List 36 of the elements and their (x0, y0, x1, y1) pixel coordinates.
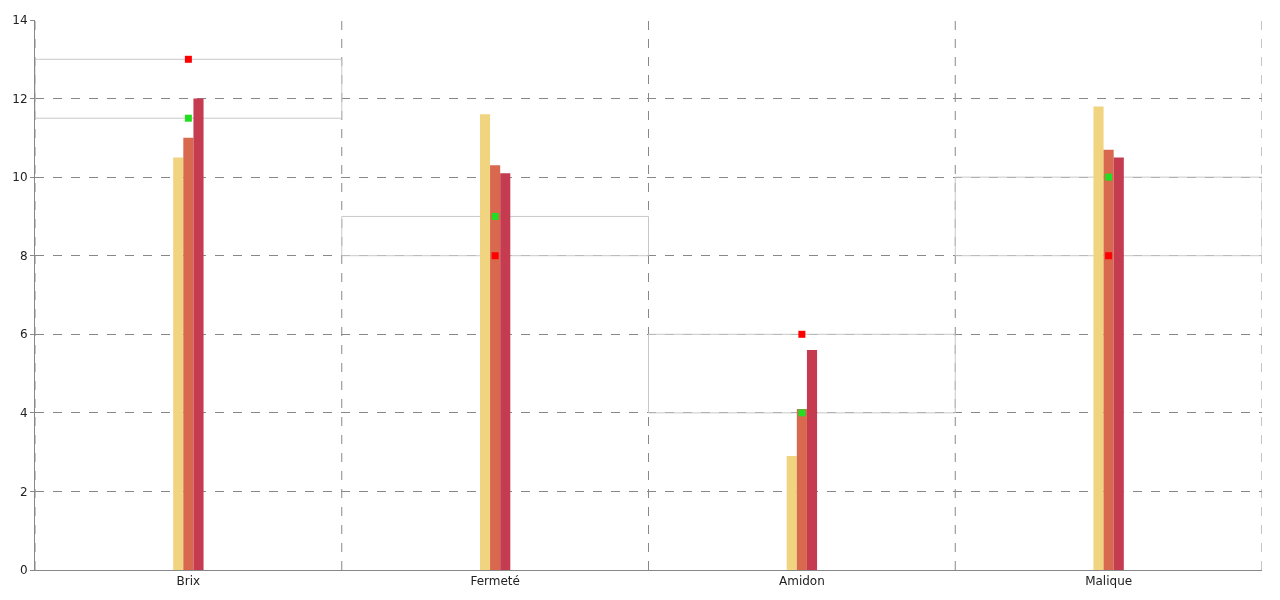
bar (786, 456, 797, 570)
y-tick-label: 0 (19, 563, 28, 578)
y-tick-label: 10 (12, 170, 28, 185)
point (184, 114, 192, 122)
point (798, 330, 806, 338)
y-tick-label: 2 (19, 484, 28, 499)
bar (341, 215, 649, 257)
x-tick-label: Brix (176, 574, 201, 589)
x-tick-label: Fermeté (470, 574, 520, 589)
y-tick-label: 12 (12, 91, 28, 106)
bar (183, 137, 194, 570)
y-tick-label: 14 (12, 13, 28, 28)
point (491, 212, 499, 220)
bar (490, 165, 501, 570)
x-tick-label: Malique (1085, 574, 1133, 589)
point (1105, 252, 1113, 260)
x-tick-label: Amidon (778, 574, 825, 589)
bar (1093, 106, 1104, 570)
y-tick-label: 4 (19, 406, 28, 421)
point (1105, 173, 1113, 181)
bar (500, 173, 511, 570)
bar (806, 350, 818, 570)
bar (1103, 149, 1114, 570)
bar (193, 98, 204, 570)
bar (954, 176, 1262, 257)
bar (35, 58, 343, 119)
bar (796, 408, 807, 570)
y-tick-label: 6 (19, 327, 28, 342)
bar (1113, 157, 1124, 570)
y-tick-label: 8 (19, 248, 28, 263)
point (184, 55, 192, 63)
bar (479, 114, 491, 570)
point (491, 252, 499, 260)
bar (173, 157, 184, 570)
bar (648, 333, 956, 414)
point (798, 409, 806, 417)
